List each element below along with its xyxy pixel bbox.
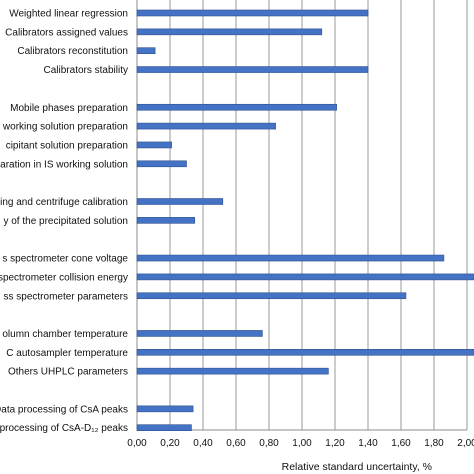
category-label: cipitant solution preparation bbox=[6, 140, 128, 151]
category-label: Weighted linear regression bbox=[9, 9, 128, 20]
category-labels: Weighted linear regression Calibrators as… bbox=[0, 9, 128, 435]
bar bbox=[136, 254, 445, 262]
category-label: Others UHPLC parameters bbox=[8, 367, 128, 378]
bar bbox=[136, 273, 474, 281]
bar bbox=[136, 292, 407, 300]
x-tick-label: 0,20 bbox=[160, 438, 180, 449]
category-label: processing of CsA-D₁₂ peaks bbox=[0, 423, 128, 434]
category-label: Calibrators stability bbox=[44, 65, 128, 76]
category-label: spectrometer collision energy bbox=[0, 272, 128, 283]
category-label: Data processing of CsA peaks bbox=[0, 404, 128, 415]
x-tick-label: 0,40 bbox=[193, 438, 213, 449]
x-tick-label: 2,00 bbox=[457, 438, 474, 449]
x-tick-label: 1,20 bbox=[325, 438, 345, 449]
bar bbox=[136, 217, 196, 224]
x-tick-label: 1,00 bbox=[292, 438, 312, 449]
category-label: ing and centrifuge calibration bbox=[0, 197, 128, 208]
category-label: Calibrators assigned values bbox=[5, 27, 128, 38]
bar bbox=[136, 141, 172, 149]
category-label: Mobile phases preparation bbox=[10, 103, 128, 114]
x-tick-label: 0,80 bbox=[259, 438, 279, 449]
bar bbox=[136, 28, 323, 36]
bar bbox=[136, 9, 369, 17]
bar bbox=[136, 424, 192, 432]
bar bbox=[136, 330, 263, 337]
grid-lines bbox=[136, 0, 468, 431]
x-tick-label: 0,60 bbox=[226, 438, 246, 449]
bar bbox=[136, 348, 474, 356]
x-tick-label: 1,80 bbox=[424, 438, 444, 449]
bar bbox=[136, 367, 329, 375]
category-label: aration in IS working solution bbox=[0, 159, 128, 170]
x-tick-labels: 0,00 0,20 0,40 0,60 0,80 1,00 1,20 1,40 1,60 1,80… bbox=[127, 438, 474, 449]
bar bbox=[136, 47, 156, 55]
category-label: olumn chamber temperature bbox=[2, 329, 128, 340]
bar bbox=[136, 405, 194, 413]
category-label: Calibrators reconstitution bbox=[17, 46, 128, 57]
bar bbox=[136, 198, 224, 205]
bar bbox=[136, 160, 187, 168]
category-label: ss spectrometer parameters bbox=[4, 291, 129, 302]
bar bbox=[136, 103, 337, 111]
bar bbox=[136, 122, 276, 130]
category-label: C autosampler temperature bbox=[6, 348, 128, 359]
x-tick-label: 1,40 bbox=[358, 438, 378, 449]
category-label: working solution preparation bbox=[2, 122, 128, 133]
bars bbox=[136, 9, 474, 432]
category-label: y of the precipitated solution bbox=[3, 216, 128, 227]
x-tick-label: 1,60 bbox=[391, 438, 411, 449]
bar bbox=[136, 66, 369, 73]
category-label: s spectrometer cone voltage bbox=[2, 254, 128, 265]
x-tick-label: 0,00 bbox=[127, 438, 147, 449]
x-axis-title: Relative standard uncertainty, % bbox=[282, 461, 432, 473]
